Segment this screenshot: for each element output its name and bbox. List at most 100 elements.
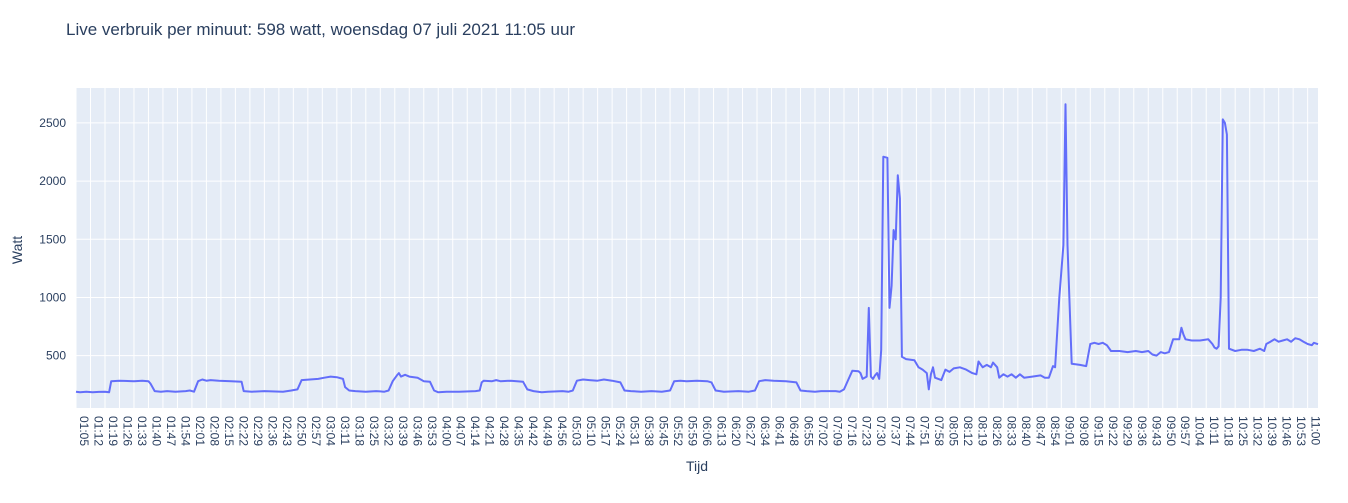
- y-tick-label: 2000: [39, 174, 66, 188]
- series-layer: [75, 103, 1319, 394]
- x-tick-label: 08:47: [1033, 416, 1047, 446]
- x-tick-label: 04:14: [468, 416, 482, 446]
- x-tick-label: 09:29: [1120, 416, 1134, 446]
- y-axis-title: Watt: [9, 236, 25, 264]
- x-tick-label: 09:01: [1062, 416, 1076, 446]
- x-tick-label: 04:21: [483, 416, 497, 446]
- x-tick-label: 02:01: [193, 416, 207, 446]
- x-tick-label: 07:09: [830, 416, 844, 446]
- x-tick-label: 06:20: [729, 416, 743, 446]
- x-tick-label: 04:07: [454, 416, 468, 446]
- chart-title: Live verbruik per minuut: 598 watt, woen…: [66, 20, 576, 39]
- x-tick-label: 02:22: [236, 416, 250, 446]
- x-tick-label: 10:39: [1265, 416, 1279, 446]
- x-tick-label: 09:43: [1149, 416, 1163, 446]
- series-line: [75, 103, 1319, 394]
- x-tick-label: 01:26: [120, 416, 134, 446]
- x-tick-label: 04:28: [497, 416, 511, 446]
- x-tick-label: 03:53: [425, 416, 439, 446]
- x-tick-label: 07:37: [888, 416, 902, 446]
- x-tick-label: 02:57: [309, 416, 323, 446]
- x-tick-label: 10:18: [1222, 416, 1236, 446]
- x-tick-label: 01:47: [164, 416, 178, 446]
- x-tick-label: 06:41: [773, 416, 787, 446]
- x-tick-label: 07:23: [859, 416, 873, 446]
- x-tick-label: 03:46: [410, 416, 424, 446]
- x-tick-label: 06:48: [787, 416, 801, 446]
- x-tick-label: 07:44: [903, 416, 917, 446]
- x-tick-label: 11:00: [1309, 416, 1323, 445]
- x-tick-label: 09:08: [1077, 416, 1091, 446]
- x-tick-label: 05:17: [599, 416, 613, 446]
- x-tick-label: 09:57: [1178, 416, 1192, 446]
- x-tick-label: 01:33: [135, 416, 149, 446]
- x-tick-label: 01:54: [178, 416, 192, 446]
- x-tick-label: 03:39: [396, 416, 410, 446]
- x-tick-label: 06:34: [758, 416, 772, 446]
- x-tick-label: 05:38: [642, 416, 656, 446]
- grid: [75, 88, 1318, 408]
- x-tick-label: 08:33: [1004, 416, 1018, 446]
- x-tick-label: 05:24: [613, 416, 627, 446]
- x-tick-label: 08:12: [961, 416, 975, 446]
- x-tick-label: 07:16: [845, 416, 859, 446]
- y-tick-label: 2500: [39, 116, 66, 130]
- x-tick-label: 09:22: [1106, 416, 1120, 446]
- x-tick-label: 10:25: [1236, 416, 1250, 446]
- x-tick-label: 09:15: [1091, 416, 1105, 446]
- x-tick-label: 08:26: [990, 416, 1004, 446]
- x-tick-label: 10:46: [1280, 416, 1294, 446]
- y-axis-ticks: 500 1000 1500 2000 2500: [39, 116, 66, 363]
- x-tick-label: 05:31: [628, 416, 642, 446]
- x-tick-label: 02:08: [207, 416, 221, 446]
- x-axis-ticks: 01:05 01:12 01:19 01:26 01:33 01:40 01:47 01:54…: [77, 416, 1323, 446]
- x-tick-label: 10:11: [1207, 416, 1221, 445]
- x-tick-label: 01:40: [149, 416, 163, 446]
- y-tick-label: 500: [46, 349, 66, 363]
- x-tick-label: 02:36: [265, 416, 279, 446]
- x-tick-label: 06:55: [802, 416, 816, 446]
- x-tick-label: 02:50: [294, 416, 308, 446]
- x-tick-label: 05:10: [584, 416, 598, 446]
- x-tick-label: 01:19: [106, 416, 120, 446]
- x-tick-label: 07:51: [917, 416, 931, 446]
- x-tick-label: 02:15: [222, 416, 236, 446]
- x-tick-label: 07:02: [816, 416, 830, 446]
- x-tick-label: 07:58: [932, 416, 946, 446]
- x-tick-label: 05:52: [671, 416, 685, 446]
- x-tick-label: 08:05: [946, 416, 960, 446]
- x-tick-label: 03:18: [352, 416, 366, 446]
- x-tick-label: 02:43: [280, 416, 294, 446]
- y-tick-label: 1000: [39, 290, 66, 304]
- x-tick-label: 05:03: [570, 416, 584, 446]
- x-tick-label: 04:42: [526, 416, 540, 446]
- plot-area: [76, 88, 1318, 408]
- x-tick-label: 04:56: [555, 416, 569, 446]
- x-tick-label: 03:25: [367, 416, 381, 446]
- x-tick-label: 04:49: [541, 416, 555, 446]
- x-tick-label: 01:12: [91, 416, 105, 446]
- x-tick-label: 07:30: [874, 416, 888, 446]
- x-tick-label: 05:45: [657, 416, 671, 446]
- x-tick-label: 02:29: [251, 416, 265, 446]
- x-tick-label: 06:27: [744, 416, 758, 446]
- x-tick-label: 09:50: [1164, 416, 1178, 446]
- x-tick-label: 06:06: [700, 416, 714, 446]
- y-tick-label: 1500: [39, 232, 66, 246]
- x-tick-label: 06:13: [715, 416, 729, 446]
- x-tick-label: 04:00: [439, 416, 453, 446]
- x-tick-label: 03:04: [323, 416, 337, 446]
- x-tick-label: 08:19: [975, 416, 989, 446]
- x-tick-label: 09:36: [1135, 416, 1149, 446]
- x-tick-label: 05:59: [686, 416, 700, 446]
- x-tick-label: 08:40: [1019, 416, 1033, 446]
- x-tick-label: 10:32: [1251, 416, 1265, 446]
- x-tick-label: 08:54: [1048, 416, 1062, 446]
- x-tick-label: 10:53: [1294, 416, 1308, 446]
- x-tick-label: 04:35: [512, 416, 526, 446]
- x-tick-label: 10:04: [1193, 416, 1207, 446]
- x-axis-title: Tijd: [686, 458, 708, 474]
- x-tick-label: 03:32: [381, 416, 395, 446]
- x-tick-label: 03:11: [338, 416, 352, 445]
